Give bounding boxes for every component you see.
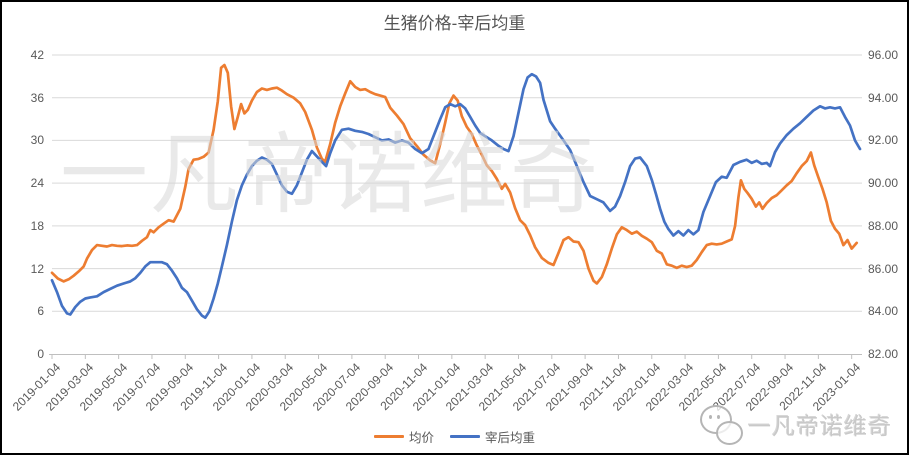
y-right-tick-label: 82.00 — [868, 347, 899, 361]
y-right-tick-label: 90.00 — [868, 176, 899, 191]
y-right-tick-label: 88.00 — [868, 218, 899, 233]
chart-title: 生猪价格-宰后均重 — [383, 14, 526, 33]
y-left-tick-label: 30 — [30, 133, 44, 148]
legend-item-price: 均价 — [373, 427, 434, 446]
y-left-tick-label: 24 — [30, 176, 44, 191]
y-left-tick-label: 18 — [30, 218, 44, 233]
legend-label-weight: 宰后均重 — [485, 431, 536, 445]
y-right-tick-label: 92.00 — [868, 133, 899, 148]
y-left-tick-label: 6 — [37, 304, 44, 319]
y-right-tick-label: 86.00 — [868, 261, 899, 276]
series-line-price — [50, 63, 859, 285]
legend-line-weight-icon — [450, 435, 480, 438]
legend-line-price-icon — [373, 435, 404, 438]
y-left-tick-label: 0 — [37, 347, 44, 361]
y-right-tick-label: 96.00 — [868, 48, 899, 62]
y-left-tick-label: 42 — [30, 48, 44, 62]
legend-label-price: 均价 — [408, 431, 434, 445]
y-right-tick-label: 84.00 — [868, 304, 899, 319]
chat-bubble-small — [716, 421, 743, 445]
y-left-tick-label: 12 — [30, 261, 44, 276]
y-left-tick-label: 36 — [30, 90, 44, 105]
legend-item-weight: 宰后均重 — [450, 427, 535, 446]
corner-watermark: 一凡帝诺维奇 — [696, 396, 892, 452]
series-line-weight — [50, 72, 862, 320]
wechat-chat-bubbles-icon — [696, 397, 748, 451]
y-right-tick-label: 94.00 — [868, 90, 899, 105]
legend: 均价 宰后均重 — [2, 427, 907, 446]
corner-watermark-text: 一凡帝诺维奇 — [748, 413, 892, 439]
